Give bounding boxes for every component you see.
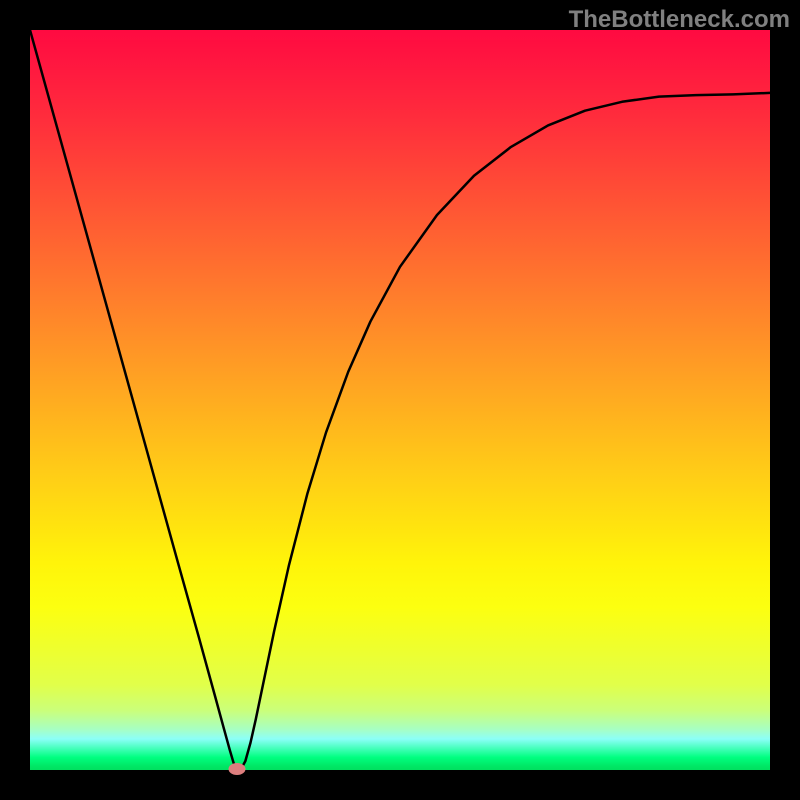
minimum-marker: [229, 763, 246, 775]
curve-layer: [30, 30, 770, 770]
watermark-label: TheBottleneck.com: [569, 6, 790, 34]
bottleneck-curve: [30, 30, 770, 770]
plot-area: [30, 30, 770, 770]
